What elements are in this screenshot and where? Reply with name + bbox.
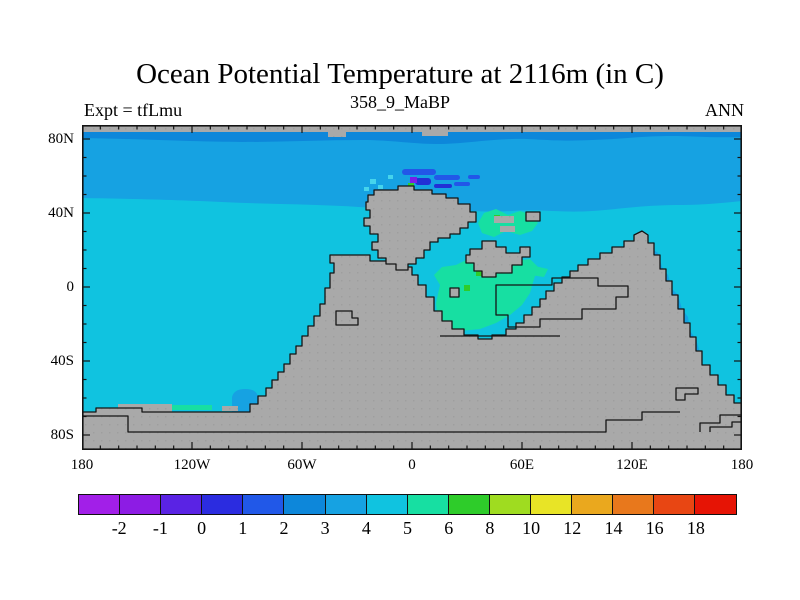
cold-anomaly-cluster	[364, 169, 480, 191]
colorbar-cell	[612, 494, 655, 515]
eastern-small-landmass	[465, 240, 531, 278]
colorbar-label: -1	[152, 518, 168, 538]
colorbar-label: 8	[485, 518, 495, 538]
colorbar-cell	[365, 494, 409, 515]
colorbar-cell	[653, 494, 696, 515]
x-axis-label: 120E	[616, 457, 648, 473]
colorbar-label: 2	[279, 518, 289, 538]
y-axis-label: 40N	[48, 205, 74, 221]
y-axis-label: 80S	[50, 427, 74, 443]
colorbar-cell	[201, 494, 244, 515]
colorbar-cell	[78, 494, 121, 515]
colorbar-label: 3	[320, 518, 330, 538]
landmasses	[82, 185, 742, 450]
southern-supercontinent	[82, 230, 742, 450]
ocean-band-3-4C	[82, 125, 742, 212]
colorbar-cell	[571, 494, 614, 515]
x-axis-label: 120W	[173, 457, 211, 473]
y-axis-label: 80N	[48, 131, 74, 147]
x-axis-label: 180	[730, 457, 754, 473]
colorbar-label: 18	[686, 518, 705, 538]
colorbar-label: 5	[403, 518, 412, 538]
experiment-label: Expt = tfLmu	[84, 100, 183, 120]
colorbar-cell	[447, 494, 491, 515]
central-landmass	[363, 185, 477, 271]
colorbar-cell	[324, 494, 368, 515]
colorbar-cell	[406, 494, 450, 515]
x-axis-label: 180	[70, 457, 94, 473]
colorbar-label: 16	[645, 518, 664, 538]
x-axis-label: 0	[408, 457, 416, 473]
colorbar-cell	[160, 494, 203, 515]
page-title: Ocean Potential Temperature at 2116m (in…	[136, 58, 664, 90]
x-axis-label: 60W	[287, 457, 317, 473]
colorbar-cell	[283, 494, 326, 515]
contour-map	[82, 125, 742, 450]
colorbar-label: -2	[111, 518, 127, 538]
colorbar-cell	[488, 494, 532, 515]
x-axis-label: 60E	[509, 457, 535, 473]
map-plot-area	[82, 125, 742, 450]
colorbar	[78, 494, 737, 515]
colorbar-label: 0	[197, 518, 207, 538]
colorbar-cell	[694, 494, 737, 515]
colorbar-label: 6	[444, 518, 454, 538]
island-small	[449, 287, 460, 298]
plot-subtitle: 358_9_MaBP	[349, 92, 450, 112]
colorbar-label: 10	[522, 518, 541, 538]
colorbar-cell	[242, 494, 285, 515]
colorbar-label: 12	[563, 518, 582, 538]
island-ne	[525, 211, 541, 222]
map-frame	[82, 125, 742, 450]
warm-patches-5-6C	[148, 209, 548, 410]
interior-coastline-contours	[82, 277, 742, 433]
y-axis-label: 40S	[50, 353, 74, 369]
colorbar-label: 14	[604, 518, 623, 538]
colorbar-label: 1	[238, 518, 248, 538]
colorbar-cell	[530, 494, 573, 515]
colorbar-cell	[119, 494, 162, 515]
season-label: ANN	[705, 100, 744, 120]
y-axis-label: 0	[66, 279, 75, 295]
colorbar-label: 4	[361, 518, 371, 538]
